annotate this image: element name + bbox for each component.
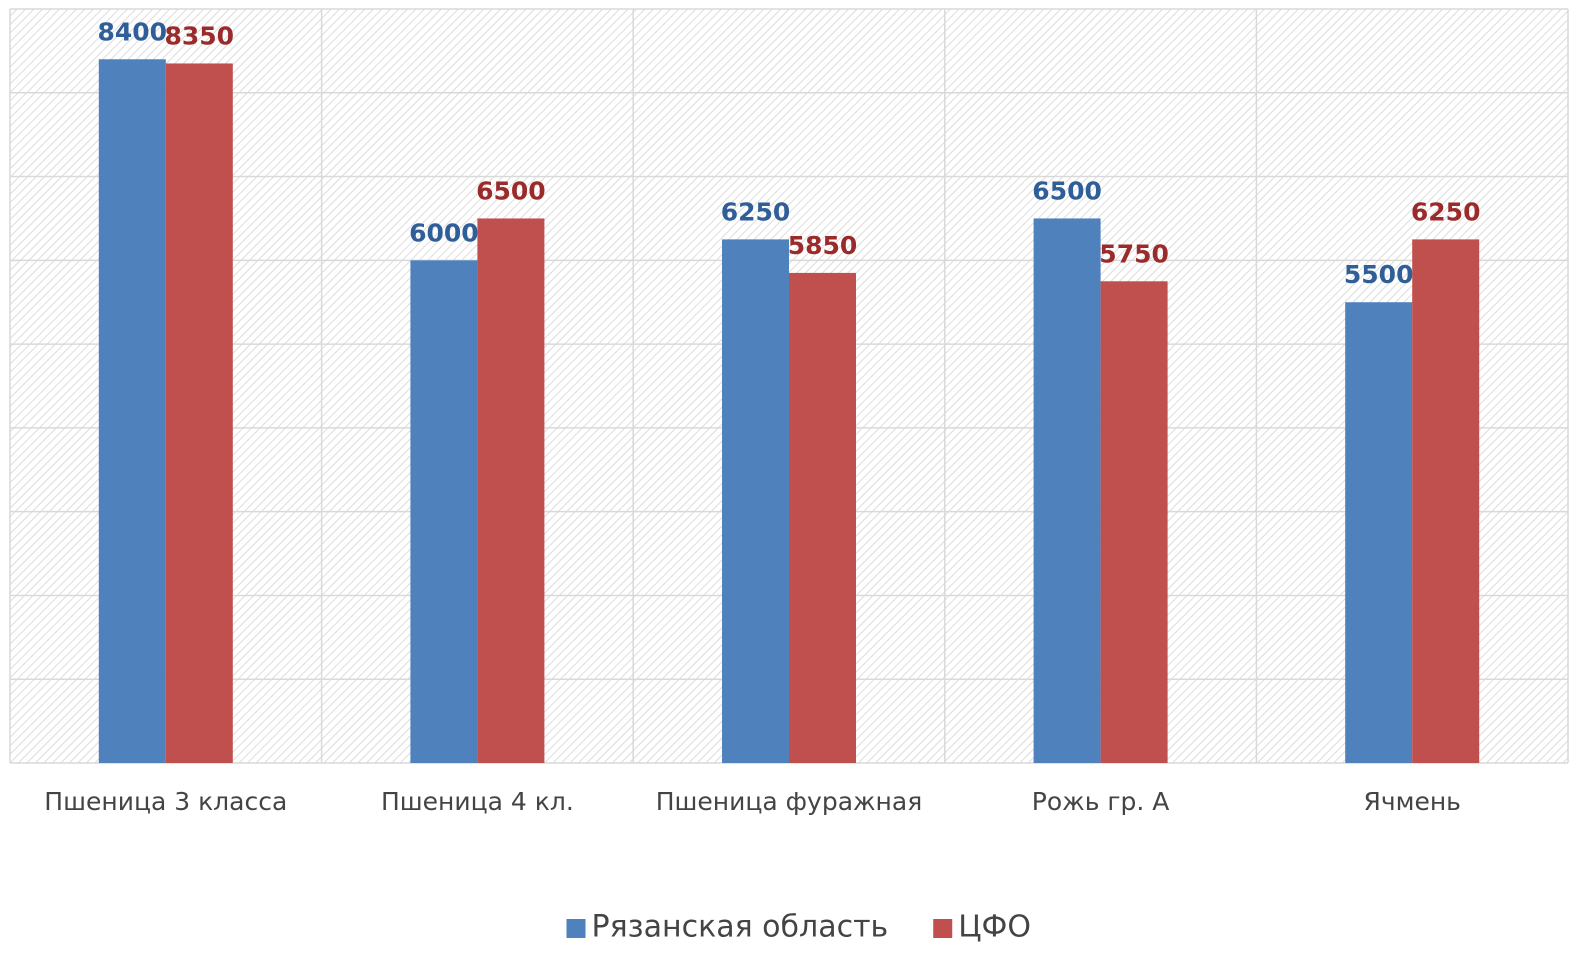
x-tick-label: Пшеница фуражная (656, 787, 923, 816)
bar (477, 218, 545, 763)
bar (98, 59, 166, 764)
data-label: 8350 (165, 21, 235, 50)
bar (722, 239, 789, 763)
data-label: 6250 (1411, 197, 1481, 226)
bar (410, 260, 478, 763)
bar (1412, 239, 1480, 763)
x-tick-label: Пшеница 4 кл. (381, 787, 574, 816)
data-label: 6500 (1032, 176, 1102, 205)
data-label: 8400 (98, 17, 168, 46)
legend-swatch (933, 919, 953, 938)
bar (789, 272, 856, 763)
bar (1100, 281, 1168, 763)
legend-label: Рязанская область (592, 910, 889, 945)
legend-label: ЦФО (958, 910, 1031, 945)
data-label: 6000 (409, 218, 479, 247)
data-label: 6250 (721, 197, 791, 226)
x-tick-label: Пшеница 3 класса (44, 787, 287, 816)
x-tick-label: Ячмень (1363, 787, 1460, 816)
data-label: 5750 (1099, 239, 1169, 268)
data-label: 5500 (1344, 260, 1414, 289)
data-label: 5850 (788, 231, 858, 260)
x-tick-label: Рожь гр. А (1032, 787, 1170, 816)
bar (1033, 218, 1101, 763)
data-label: 6500 (476, 176, 546, 205)
bar (1345, 302, 1413, 763)
bar (165, 63, 233, 763)
legend-swatch (566, 919, 586, 938)
